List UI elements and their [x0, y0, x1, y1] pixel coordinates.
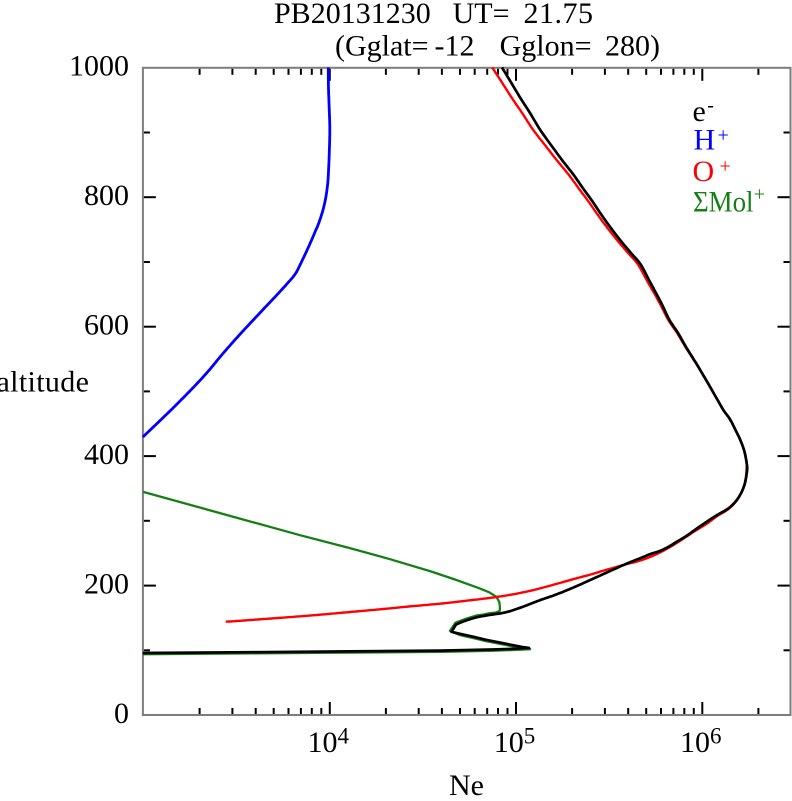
svg-text:0: 0	[114, 697, 129, 730]
svg-text:21.75: 21.75	[524, 0, 594, 30]
svg-text:1000: 1000	[69, 50, 129, 83]
svg-text:5: 5	[524, 724, 536, 749]
svg-text:altitude: altitude	[0, 366, 89, 399]
svg-text:ΣMol: ΣMol	[693, 186, 754, 219]
svg-text:4: 4	[338, 724, 350, 749]
svg-text:+: +	[754, 184, 765, 206]
svg-text:800: 800	[84, 179, 129, 212]
svg-text:400: 400	[84, 438, 129, 471]
svg-text:UT=: UT=	[453, 0, 510, 30]
svg-text:10: 10	[680, 726, 710, 759]
svg-text:600: 600	[84, 309, 129, 342]
svg-text:(Gglat=: (Gglat=	[335, 29, 429, 62]
svg-text:+: +	[720, 156, 731, 178]
svg-text:10: 10	[494, 726, 524, 759]
svg-text:200: 200	[84, 568, 129, 601]
svg-text:-12: -12	[435, 29, 475, 62]
svg-text:6: 6	[710, 724, 722, 749]
svg-text:H: H	[694, 124, 716, 157]
svg-text:O: O	[693, 155, 715, 188]
svg-text:Gglon=: Gglon=	[500, 29, 592, 62]
svg-text:e: e	[693, 95, 706, 128]
svg-text:+: +	[718, 125, 729, 147]
svg-text:Ne: Ne	[449, 769, 484, 796]
svg-text:10: 10	[308, 726, 338, 759]
svg-text:PB20131230: PB20131230	[274, 0, 431, 30]
svg-text:-: -	[707, 95, 714, 117]
svg-text:280): 280)	[605, 29, 660, 62]
